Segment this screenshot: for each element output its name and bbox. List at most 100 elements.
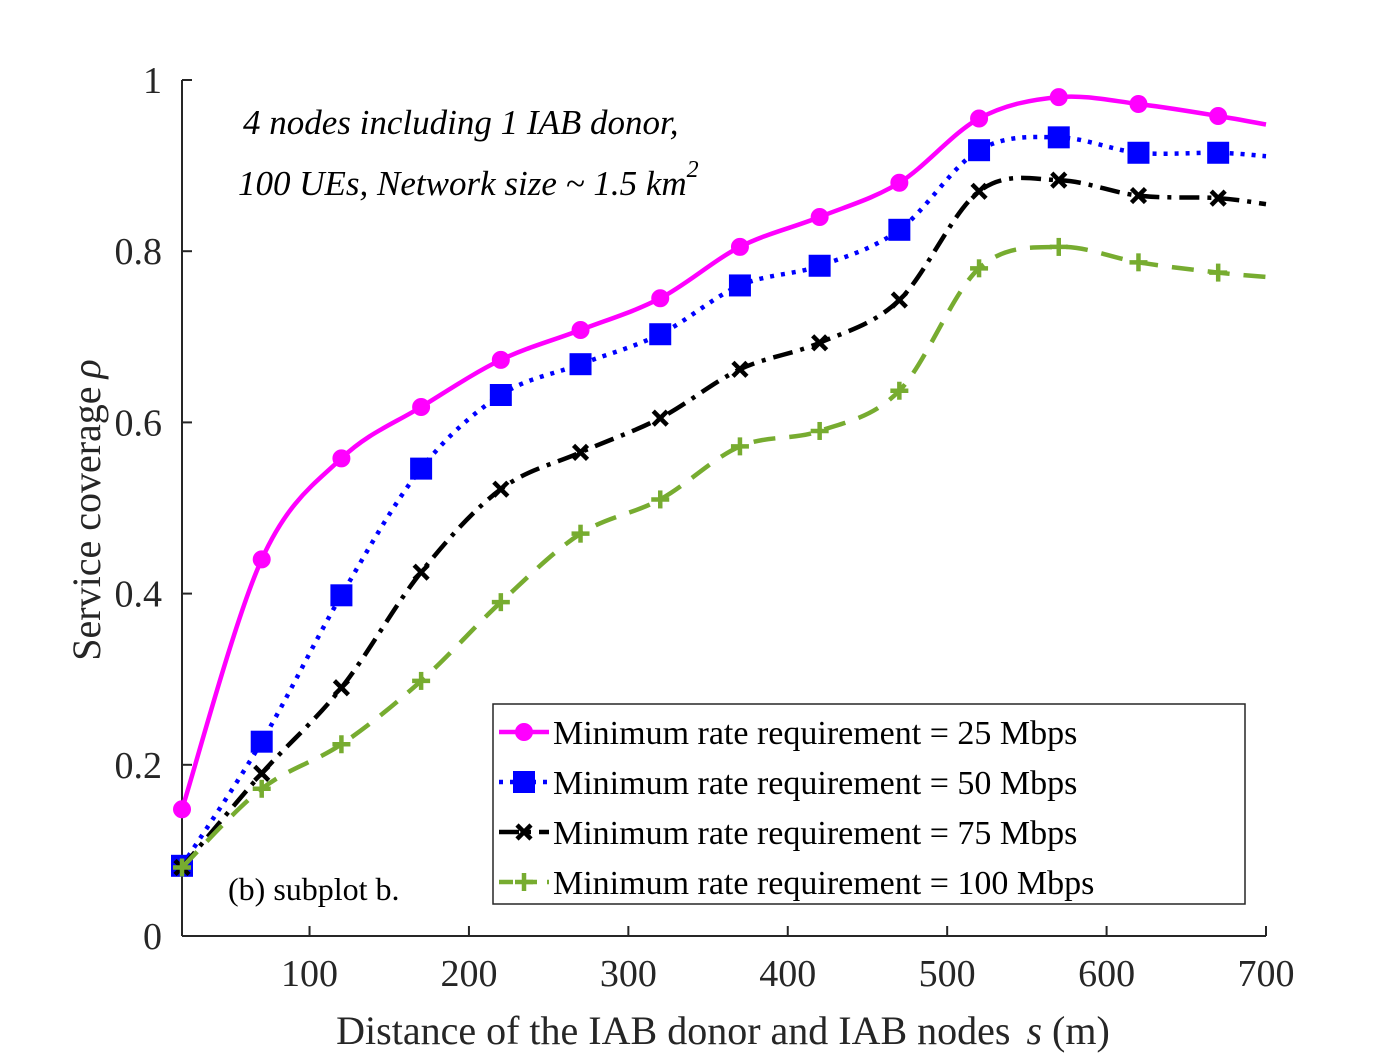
series-4-point [571,524,590,543]
legend-marker-4 [515,873,533,891]
series-3-point [651,409,669,427]
series-1-point [412,397,431,416]
series-2-point [410,457,433,480]
subplot-label: (b) subplot b. [228,871,400,907]
series-1-point [730,237,749,256]
legend-item-3: Minimum rate requirement = 75 Mbps [499,815,1077,852]
annotation-line-1: 4 nodes including 1 IAB donor, [243,103,679,142]
series-3-point [253,764,271,782]
series-2-point [1207,141,1230,164]
series-2-point [250,730,273,753]
series-4-point [970,259,989,278]
annotation-line-2: 100 UEs, Network size ~ 1.5 km2 [238,157,699,203]
series-3-point-stroke-b [890,291,908,309]
series-1-point [651,289,670,308]
series-2-point [569,353,592,376]
x-axis-label-var: s [1026,1008,1042,1053]
series-4 [173,237,1267,877]
series-3-point [731,360,749,378]
series-2-point [808,254,831,277]
series-3-point-stroke-b [731,360,749,378]
series-1-point [252,550,271,569]
x-axis-label-main: Distance of the IAB donor and IAB nodes [336,1008,1010,1053]
legend-item-2: Minimum rate requirement = 50 Mbps [499,765,1077,802]
series-1-point [1209,106,1228,125]
series-4-point [332,735,351,754]
series-3-point [412,563,430,581]
series-2-point [888,218,911,241]
y-tick-label: 0 [143,916,162,958]
y-tick-label: 0.4 [115,574,163,616]
series-3-point-stroke-b [253,764,271,782]
series-4-line [180,244,1267,870]
legend-label-1: Minimum rate requirement = 25 Mbps [553,715,1077,752]
x-tick-label: 400 [759,953,816,995]
legend-item-1: Minimum rate requirement = 25 Mbps [499,715,1077,752]
series-4-point [890,381,909,400]
legend-marker-3 [515,823,533,841]
series-1-point [1049,88,1068,107]
series-4-point [730,437,749,456]
legend-marker-3-stroke-b [515,823,533,841]
x-tick-label: 300 [600,953,657,995]
legend-label-4: Minimum rate requirement = 100 Mbps [553,865,1094,902]
series-2-point [330,584,353,607]
series-3-point [492,480,510,498]
x-tick-label: 500 [919,953,976,995]
series-3-point [1209,189,1227,207]
series-4-point [810,421,829,440]
series-4-point [412,671,431,690]
series-4-point [252,779,271,798]
x-tick-label: 200 [440,953,497,995]
series-3-point [1050,171,1068,189]
series-3-point-stroke-b [332,679,351,697]
annotation-line-2-text: 100 UEs, Network size ~ 1.5 km [238,164,687,203]
series-1-line [179,94,1267,810]
series-3-point [811,334,829,352]
series-3-point-stroke-b [412,563,430,581]
series-1-point [1129,94,1148,113]
y-axis-label: Service coverage ρ [64,359,109,660]
series-3-point-stroke-b [970,182,988,200]
series-3-point [571,443,590,461]
y-tick-label: 1 [143,60,162,102]
series-2-point [649,323,672,346]
series-3-point-stroke-b [571,443,590,461]
y-tick-label: 0.2 [115,745,163,787]
legend-label-2: Minimum rate requirement = 50 Mbps [553,765,1077,802]
series-1-point [810,207,829,226]
series-3-point-stroke-b [1129,186,1148,205]
series-3-point-stroke-b [492,480,510,498]
x-tick-label: 700 [1238,953,1295,995]
x-axis-label: Distance of the IAB donor and IAB nodes s… [336,1008,1110,1053]
series-4-point [1049,237,1068,256]
annotation-superscript: 2 [687,157,699,183]
series-2-point [489,384,512,407]
y-axis-label-main: Service coverage [64,386,109,660]
series-4-point [173,858,191,877]
series-1-point [970,109,989,128]
series-1-point [571,320,590,339]
series-2-point [1127,141,1150,164]
y-axis-label-var: ρ [64,359,109,380]
series-4-point [491,593,510,612]
legend-item-4: Minimum rate requirement = 100 Mbps [499,865,1094,902]
y-tick-label: 0.6 [115,402,163,444]
series-1-point [890,173,909,192]
series-1-point [491,350,510,369]
y-tick-label: 0.8 [115,231,163,273]
series-3-point-stroke-b [811,334,829,352]
series-2-line [180,134,1267,868]
series-2-point [968,139,991,162]
legend-box [492,703,1246,905]
series-3-point [1129,186,1148,205]
series-layer [171,88,1267,877]
x-tick-label: 600 [1078,953,1135,995]
legend-label-3: Minimum rate requirement = 75 Mbps [553,815,1077,852]
series-1-point [332,449,351,468]
legend-marker-2 [513,771,535,793]
series-3-point-stroke-b [651,409,669,427]
series-3-point-stroke-b [1209,189,1227,207]
series-3-point [332,679,351,697]
